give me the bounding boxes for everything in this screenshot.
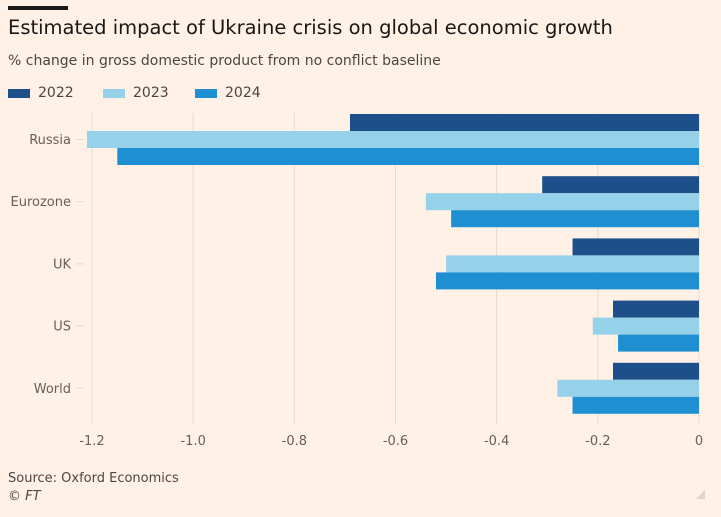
x-tick-label: -1.0 bbox=[180, 434, 205, 449]
legend-item-2023: 2023 bbox=[103, 85, 169, 101]
x-tick-label: -1.2 bbox=[79, 434, 104, 449]
y-category-label: Eurozone bbox=[11, 195, 71, 210]
legend-label-2022: 2022 bbox=[38, 85, 74, 101]
bar-2022-eurozone bbox=[542, 176, 699, 194]
bar-2024-us bbox=[618, 334, 699, 352]
legend-item-2024: 2024 bbox=[195, 85, 261, 101]
source-note: Source: Oxford Economics bbox=[8, 471, 179, 486]
bar-2023-world bbox=[557, 379, 699, 397]
x-tick-label: -0.2 bbox=[585, 434, 610, 449]
legend-label-2023: 2023 bbox=[133, 85, 169, 101]
legend-swatch-2022 bbox=[8, 88, 30, 98]
bar-2023-us bbox=[592, 317, 699, 335]
chart-subtitle: % change in gross domestic product from … bbox=[8, 53, 441, 69]
bar-2022-russia bbox=[349, 114, 699, 131]
bar-2023-russia bbox=[86, 131, 700, 148]
bar-2023-uk bbox=[446, 255, 699, 273]
y-category-label: World bbox=[34, 382, 71, 397]
x-tick-label: -0.4 bbox=[484, 434, 509, 449]
bar-2023-eurozone bbox=[425, 193, 699, 211]
legend-item-2022: 2022 bbox=[8, 85, 74, 101]
chart-title: Estimated impact of Ukraine crisis on gl… bbox=[8, 16, 613, 39]
x-tick-label: -0.6 bbox=[383, 434, 408, 449]
legend-label-2024: 2024 bbox=[225, 85, 261, 101]
bar-2024-world bbox=[572, 396, 699, 414]
bar-2024-russia bbox=[117, 148, 699, 165]
copyright-note: © FT bbox=[8, 489, 41, 504]
bar-2022-uk bbox=[572, 238, 699, 256]
resize-handle-icon bbox=[696, 490, 705, 499]
bar-2022-world bbox=[613, 362, 699, 380]
bar-2022-us bbox=[613, 300, 699, 318]
title-accent-bar bbox=[8, 6, 68, 10]
bar-2024-eurozone bbox=[451, 210, 699, 228]
legend-swatch-2023 bbox=[103, 88, 125, 98]
legend-swatch-2024 bbox=[195, 88, 217, 98]
x-tick-label: 0 bbox=[695, 434, 703, 449]
x-tick-label: -0.8 bbox=[282, 434, 307, 449]
y-category-label: Russia bbox=[29, 133, 71, 148]
bar-2024-uk bbox=[435, 272, 699, 290]
y-category-label: US bbox=[53, 320, 71, 335]
y-category-label: UK bbox=[53, 257, 72, 272]
